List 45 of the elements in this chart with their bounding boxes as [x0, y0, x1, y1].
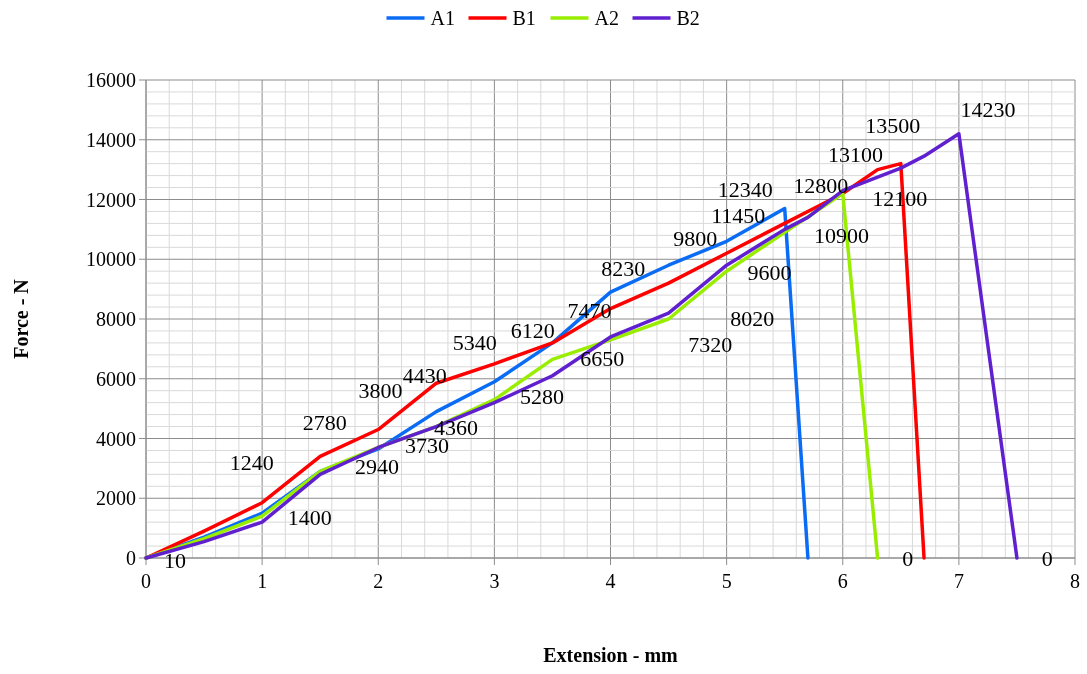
x-axis-title: Extension - mm [543, 644, 679, 666]
legend-label: B2 [676, 7, 700, 29]
x-tick-label: 2 [373, 570, 384, 592]
annotation: 7320 [688, 332, 733, 358]
annotation: 6650 [580, 345, 625, 371]
annotation: 1400 [287, 504, 332, 530]
annotation: 0 [1041, 545, 1053, 571]
annotation: 3800 [358, 377, 403, 403]
x-tick-label: 1 [257, 570, 268, 592]
annotation: 1240 [229, 449, 274, 475]
annotation: 5280 [519, 384, 564, 410]
y-tick-label: 0 [126, 547, 136, 569]
y-tick-label: 2000 [96, 487, 136, 510]
annotation: 0 [902, 545, 914, 571]
annotation: 8230 [601, 255, 646, 281]
x-tick-label: 6 [837, 570, 848, 592]
annotation: 2940 [355, 454, 400, 480]
annotation: 12340 [717, 177, 773, 203]
y-tick-label: 14000 [86, 128, 136, 151]
annotation: 13100 [828, 142, 884, 168]
annotation: 10 [164, 547, 187, 573]
x-tick-label: 8 [1070, 570, 1080, 592]
legend-label: A1 [430, 7, 455, 29]
annotation: 2780 [302, 410, 347, 436]
annotation: 13500 [865, 112, 921, 138]
y-axis-title: Force - N [10, 278, 32, 359]
y-tick-label: 12000 [86, 188, 136, 211]
x-tick-label: 4 [605, 570, 616, 592]
legend-label: B1 [512, 7, 536, 29]
annotation: 6120 [510, 317, 555, 343]
annotation: 4430 [402, 362, 447, 388]
x-tick-label: 0 [141, 570, 151, 592]
y-tick-label: 8000 [96, 308, 136, 330]
annotation: 14230 [960, 97, 1016, 123]
y-tick-label: 16000 [86, 69, 136, 91]
x-tick-label: 5 [721, 570, 732, 592]
annotation: 8020 [730, 305, 775, 331]
y-tick-label: 4000 [96, 427, 136, 450]
annotation: 12800 [793, 172, 849, 198]
x-tick-label: 7 [953, 570, 964, 592]
y-tick-label: 6000 [96, 367, 136, 390]
x-tick-label: 3 [489, 570, 500, 592]
y-tick-label: 10000 [86, 248, 136, 271]
legend-label: A2 [594, 7, 619, 29]
annotation: 5340 [452, 330, 497, 356]
